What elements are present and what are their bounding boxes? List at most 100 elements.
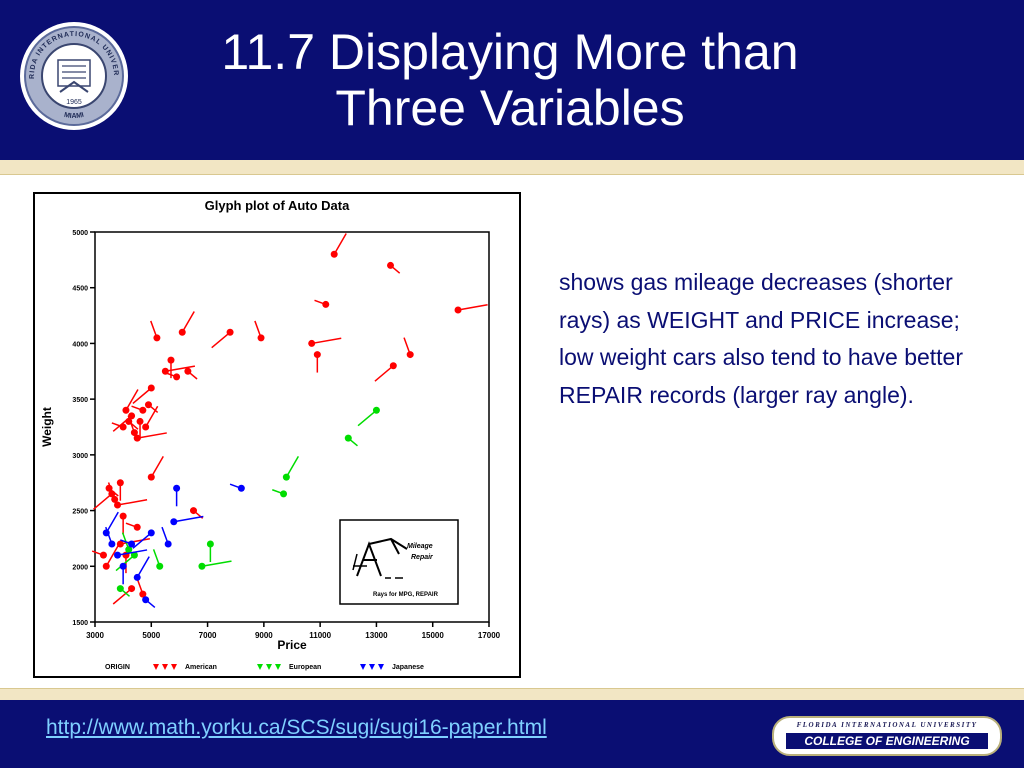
source-link[interactable]: http://www.math.yorku.ca/SCS/sugi/sugi16… [46,716,547,739]
data-points [91,233,488,609]
glyph-ray [105,545,119,567]
legend-marker [369,664,375,670]
glyph-ray [125,389,139,411]
data-point [102,529,110,537]
data-point [170,518,178,526]
data-point [99,551,107,559]
data-point [313,351,321,359]
data-point [190,507,197,515]
data-point [454,306,462,314]
data-point [184,367,192,375]
axis-ticks: 3000 5000 7000 9000 11000 13000 15000 17000 1500… [72,230,500,640]
data-point [280,490,288,498]
glyph-key-box [339,519,459,605]
data-point [139,590,147,598]
glyph-ray [150,455,164,478]
slide-title-line2: Three Variables [335,80,685,136]
data-point [282,473,290,481]
legend-marker [360,664,366,670]
x-tick-label: 5000 [142,631,160,640]
glyph-ray [285,455,300,478]
glyph-ray [374,365,394,382]
college-of-engineering-logo: FLORIDA INTERNATIONAL UNIVERSITY COLLEGE… [772,716,1002,756]
data-point [133,573,141,581]
data-point [178,328,186,336]
data-point [387,261,394,269]
glyph-key-label-repair: Repair [411,554,434,561]
logo-college-text: COLLEGE OF ENGINEERING [786,733,988,749]
data-point [344,434,352,442]
glyph-ray [136,556,150,578]
glyph-ray [211,331,231,349]
x-tick-label: 17000 [478,631,501,640]
data-point [142,423,150,431]
glyph-ray [181,311,195,333]
data-point [133,523,141,531]
data-point [330,250,338,258]
y-tick-label: 5000 [72,230,88,237]
footer-divider [0,688,1024,701]
glyph-ray [457,304,488,311]
glyph-ray [357,409,377,427]
x-tick-label: 7000 [199,631,217,640]
data-point [111,495,119,503]
data-point [116,585,124,593]
data-point [147,473,155,481]
glyph-ray [105,511,119,534]
data-point [114,501,122,509]
data-point [128,585,136,593]
y-tick-label: 4500 [72,286,88,293]
legend-marker [153,664,159,670]
data-point [237,484,245,492]
glyph-ray [173,515,204,523]
data-point [116,479,124,487]
legend-marker [378,664,384,670]
legend-marker [171,664,177,670]
slide-title: 11.7 Displaying More than Three Variable… [150,24,870,136]
legend-marker [266,664,272,670]
data-point [130,429,138,437]
glyph-ray [311,337,342,345]
header-divider [0,160,1024,175]
glyph-ray [132,532,152,549]
glyph-key-label-mileage: Mileage [407,543,433,550]
glyph-ray [120,538,151,545]
x-tick-label: 15000 [422,631,445,640]
legend-marker [275,664,281,670]
y-tick-label: 3500 [72,397,88,404]
glyph-key-caption: Rays for MPG, REPAIR [373,592,439,598]
data-point [226,328,234,336]
data-point [173,484,181,492]
y-tick-label: 3000 [72,453,88,460]
glyph-key: Mileage Repair Rays for MPG, REPAIR [339,519,459,605]
x-tick-label: 3000 [86,631,104,640]
data-point [128,540,136,548]
data-point [322,300,330,308]
data-point [122,406,130,414]
legend-entry: Japanese [392,664,424,671]
glyph-ray [112,587,133,605]
y-tick-label: 2000 [72,564,88,571]
y-tick-label: 1500 [72,620,88,627]
y-axis-label: Weight [40,407,54,447]
data-point [108,540,116,548]
glyph-ray [117,549,148,556]
legend-title: ORIGIN [105,664,130,671]
slide-body-text: shows gas mileage decreases (shorter ray… [559,269,964,408]
data-point [119,562,127,570]
legend-entry: American [185,664,217,671]
data-point [116,540,124,548]
plot-frame [94,231,490,623]
slide-title-line1: 11.7 Displaying More than [221,24,799,80]
data-point [119,512,127,520]
glyph-key-ray-icon [356,537,408,577]
data-point [389,362,397,370]
data-point [147,529,155,537]
glyph-ray [93,493,113,510]
data-point [142,596,150,604]
data-point [133,434,141,442]
data-point [372,406,380,414]
x-tick-label: 9000 [255,631,273,640]
data-point [114,551,122,559]
seal-year: 1965 [66,99,82,106]
